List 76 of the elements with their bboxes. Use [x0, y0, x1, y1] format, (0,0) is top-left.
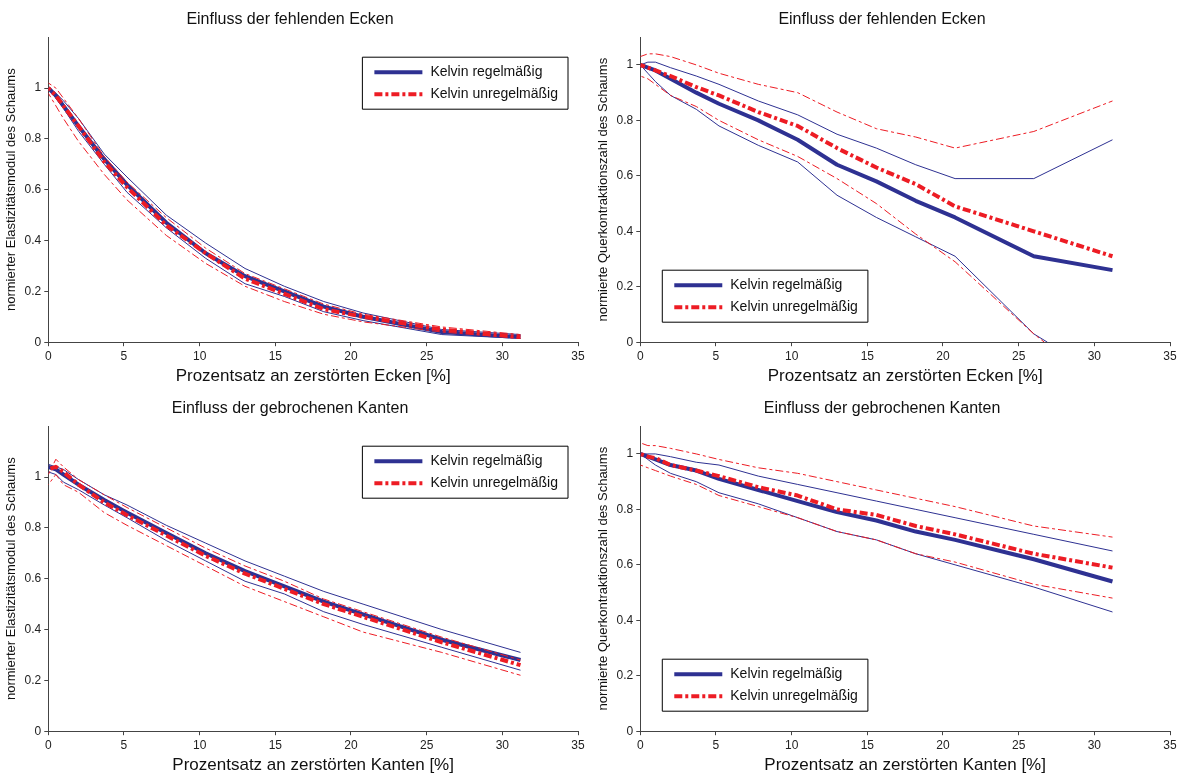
x-tick-label: 30: [1087, 348, 1102, 363]
legend-label: Kelvin regelmäßig: [730, 665, 843, 682]
x-tick-label: 10: [784, 348, 799, 363]
x-tick-label: 0: [636, 737, 644, 752]
chart-title: Einfluss der fehlenden Ecken: [778, 10, 986, 28]
y-tick-label: 0: [626, 723, 634, 738]
y-tick-label: 1: [34, 469, 42, 484]
x-tick-label: 0: [44, 737, 52, 752]
x-tick-label: 35: [1163, 737, 1177, 752]
legend-label: Kelvin regelmäßig: [730, 276, 843, 293]
x-tick-label: 25: [419, 737, 434, 752]
chart-title: Einfluss der gebrochenen Kanten: [171, 399, 409, 417]
x-tick-label: 10: [192, 737, 207, 752]
y-tick-label: 0: [34, 723, 42, 738]
y-axis-title: normierter Elastizitätsmodul des Schaums: [3, 456, 19, 701]
y-axis-title: normierte Querkontraktionszahl des Schaums: [595, 57, 611, 322]
x-tick-label: 25: [1011, 348, 1026, 363]
y-tick-label: 0.4: [24, 621, 42, 636]
x-tick-label: 5: [712, 737, 720, 752]
x-tick-label: 15: [860, 348, 875, 363]
x-axis-title: Prozentsatz an zerstörten Kanten [%]: [764, 755, 1046, 775]
y-tick-label: 0.6: [616, 168, 634, 183]
x-tick-label: 15: [860, 737, 875, 752]
legend-label: Kelvin regelmäßig: [430, 452, 543, 469]
y-tick-label: 0.8: [616, 112, 634, 127]
y-tick-label: 0: [626, 334, 634, 349]
x-tick-label: 15: [268, 737, 283, 752]
x-tick-label: 5: [120, 737, 128, 752]
x-tick-label: 10: [192, 348, 207, 363]
x-tick-label: 15: [268, 348, 283, 363]
y-tick-label: 0.6: [616, 557, 634, 572]
x-tick-label: 25: [1011, 737, 1026, 752]
y-tick-label: 0.8: [24, 131, 42, 146]
x-axis-title: Prozentsatz an zerstörten Ecken [%]: [175, 366, 451, 386]
y-tick-label: 0.2: [24, 672, 42, 687]
x-tick-label: 35: [571, 348, 585, 363]
y-axis-title: normierte Querkontraktionszahl des Schaums: [595, 446, 611, 711]
y-axis-title: normierter Elastizitätsmodul des Schaums: [3, 67, 19, 312]
y-tick-label: 1: [34, 80, 42, 95]
legend-label: Kelvin unregelmäßig: [430, 474, 558, 491]
chart-title: Einfluss der fehlenden Ecken: [186, 10, 394, 28]
x-tick-label: 35: [1163, 348, 1177, 363]
x-tick-label: 0: [44, 348, 52, 363]
y-tick-label: 0.8: [616, 501, 634, 516]
x-tick-label: 30: [495, 348, 510, 363]
x-tick-label: 5: [120, 348, 128, 363]
x-tick-label: 30: [495, 737, 510, 752]
chart-title: Einfluss der gebrochenen Kanten: [763, 399, 1001, 417]
legend-label: Kelvin regelmäßig: [430, 63, 543, 80]
x-axis-title: Prozentsatz an zerstörten Ecken [%]: [767, 366, 1043, 386]
y-tick-label: 1: [626, 57, 634, 72]
legend-label: Kelvin unregelmäßig: [430, 85, 558, 102]
y-tick-label: 0: [34, 334, 42, 349]
y-tick-label: 0.6: [24, 182, 42, 197]
x-tick-label: 20: [936, 737, 950, 752]
x-tick-label: 5: [712, 348, 720, 363]
y-tick-label: 0.8: [24, 520, 42, 535]
x-tick-label: 30: [1087, 737, 1102, 752]
y-tick-label: 0.6: [24, 571, 42, 586]
y-tick-label: 0.2: [24, 283, 42, 298]
x-tick-label: 35: [571, 737, 585, 752]
y-tick-label: 1: [626, 446, 634, 461]
y-tick-label: 0.4: [616, 612, 634, 627]
x-axis-title: Prozentsatz an zerstörten Kanten [%]: [172, 755, 454, 775]
x-tick-label: 25: [419, 348, 434, 363]
x-tick-label: 20: [936, 348, 950, 363]
x-tick-label: 0: [636, 348, 644, 363]
y-tick-label: 0.2: [616, 668, 634, 683]
x-tick-label: 20: [344, 348, 358, 363]
y-tick-label: 0.2: [616, 279, 634, 294]
y-tick-label: 0.4: [24, 232, 42, 247]
x-tick-label: 20: [344, 737, 358, 752]
legend-label: Kelvin unregelmäßig: [730, 687, 858, 704]
legend-label: Kelvin unregelmäßig: [730, 298, 858, 315]
x-tick-label: 10: [784, 737, 799, 752]
y-tick-label: 0.4: [616, 223, 634, 238]
